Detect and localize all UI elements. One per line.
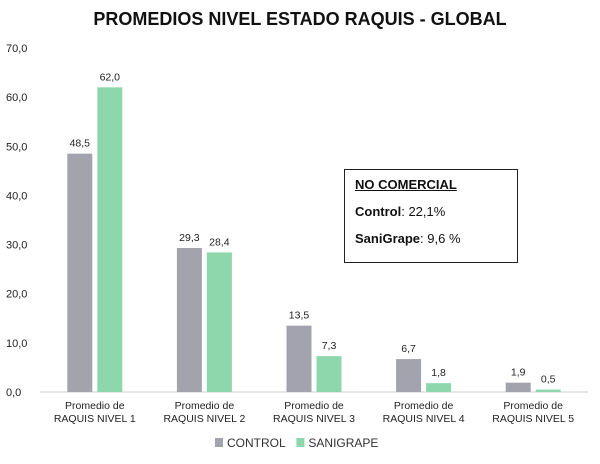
category-label: RAQUIS NIVEL 2 — [163, 413, 245, 425]
bar-sanigrape-4 — [426, 383, 452, 392]
data-label-sanigrape-5: 0,5 — [541, 374, 556, 386]
note-control-value: : 22,1% — [401, 204, 446, 219]
note-control-line: Control: 22,1% — [355, 204, 517, 219]
bar-sanigrape-1 — [97, 87, 123, 393]
y-tick-label: 50,0 — [6, 141, 27, 153]
y-tick-label: 10,0 — [6, 338, 27, 350]
bar-control-1 — [67, 153, 93, 392]
y-tick-label: 70,0 — [6, 43, 27, 55]
category-label: Promedio de — [503, 400, 563, 412]
legend-label-control: CONTROL — [227, 436, 286, 450]
note-title: NO COMERCIAL — [355, 177, 457, 192]
note-box: NO COMERCIAL Control: 22,1% SaniGrape: 9… — [344, 169, 518, 263]
bars: 48,5 62,0 29,3 28,4 13,5 7,3 6,7 1,8 1,9 0,5 — [67, 71, 561, 393]
data-label-sanigrape-2: 28,4 — [209, 236, 230, 248]
chart-title: PROMEDIOS NIVEL ESTADO RAQUIS - GLOBAL — [93, 9, 506, 29]
legend-label-sanigrape: SANIGRAPE — [308, 436, 378, 450]
data-label-control-1: 48,5 — [70, 138, 91, 150]
data-label-sanigrape-4: 1,8 — [431, 367, 446, 379]
data-label-control-3: 13,5 — [289, 310, 310, 322]
y-tick-label: 0,0 — [6, 387, 21, 399]
y-axis: 0,0 10,0 20,0 30,0 40,0 50,0 60,0 70,0 — [6, 43, 27, 399]
bar-control-3 — [286, 325, 312, 392]
bar-sanigrape-5 — [535, 389, 561, 392]
data-label-control-2: 29,3 — [179, 232, 200, 244]
note-sanigrape-value: : 9,6 % — [420, 231, 461, 246]
bar-control-4 — [396, 359, 422, 392]
data-label-control-4: 6,7 — [401, 343, 416, 355]
note-control-label: Control — [355, 204, 402, 219]
y-tick-label: 20,0 — [6, 289, 27, 301]
data-label-control-5: 1,9 — [511, 367, 526, 379]
legend-swatch-control — [215, 438, 223, 447]
legend-swatch-sanigrape — [296, 438, 305, 447]
y-tick-label: 60,0 — [6, 92, 27, 104]
category-label: Promedio de — [394, 400, 454, 412]
bar-sanigrape-2 — [206, 252, 232, 392]
data-label-sanigrape-3: 7,3 — [322, 340, 337, 352]
category-label: Promedio de — [65, 400, 125, 412]
data-label-sanigrape-1: 62,0 — [100, 71, 121, 83]
category-label: RAQUIS NIVEL 5 — [492, 413, 574, 425]
category-label: Promedio de — [175, 400, 235, 412]
category-label: RAQUIS NIVEL 1 — [54, 413, 136, 425]
bar-sanigrape-3 — [316, 356, 342, 392]
legend: CONTROL SANIGRAPE — [215, 436, 378, 450]
bar-control-5 — [505, 382, 531, 392]
category-label: RAQUIS NIVEL 3 — [273, 413, 355, 425]
bar-control-2 — [176, 248, 202, 392]
y-tick-label: 40,0 — [6, 190, 27, 202]
category-label: RAQUIS NIVEL 4 — [383, 413, 465, 425]
note-sanigrape-line: SaniGrape: 9,6 % — [355, 231, 517, 246]
y-tick-label: 30,0 — [6, 240, 27, 252]
note-sanigrape-label: SaniGrape — [355, 231, 421, 246]
category-label: Promedio de — [284, 400, 344, 412]
